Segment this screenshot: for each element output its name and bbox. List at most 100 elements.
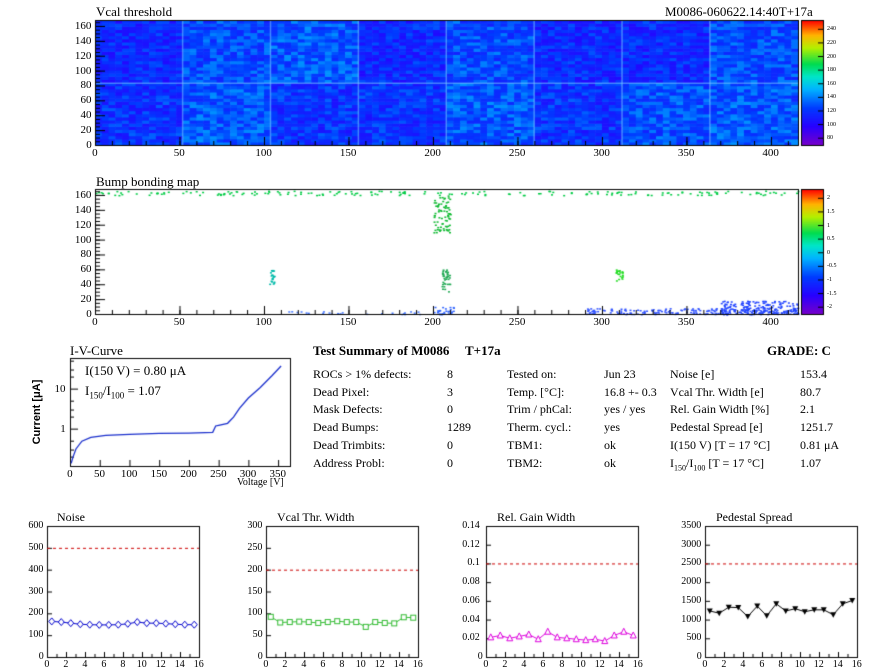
- chart-y-tick: 250: [247, 541, 263, 553]
- map-x-tick: 50: [173, 147, 185, 159]
- summary-label: Trim / phCal:: [507, 402, 572, 417]
- summary-value: 1.07: [800, 455, 821, 470]
- summary-subtitle: T+17a: [465, 343, 501, 358]
- chart-x-tick: 2: [282, 659, 288, 670]
- scale-tick: 2: [827, 195, 830, 202]
- map-x-tick: 200: [424, 147, 441, 159]
- summary-value: 0: [447, 437, 453, 452]
- chart-y-tick: 100: [247, 607, 263, 619]
- iv-x-tick: 50: [94, 468, 105, 480]
- chart-x-tick: 8: [339, 659, 345, 670]
- chart-y-tick: 150: [247, 585, 263, 597]
- map-y-tick: 120: [74, 49, 92, 62]
- map-y-tick: 0: [86, 308, 92, 320]
- chart-y-tick: 0.06: [462, 594, 480, 606]
- map-x-tick: 150: [339, 316, 357, 328]
- chart-y-tick: 200: [28, 607, 44, 619]
- chart-y-tick: 500: [28, 541, 44, 553]
- chart-x-tick: 10: [575, 659, 586, 670]
- summary-value: 1289: [447, 420, 471, 435]
- chart-x-tick: 2: [63, 659, 69, 670]
- chart-y-tick: 2500: [681, 557, 702, 569]
- map-x-tick: 100: [255, 147, 272, 159]
- chart-y-tick: 0: [477, 651, 483, 662]
- iv-y-tick: 1: [60, 423, 66, 436]
- summary-value: 0: [447, 455, 453, 470]
- iv-x-tick: 150: [150, 468, 168, 480]
- map-y-tick: 120: [74, 218, 92, 231]
- chart-x-tick: 16: [193, 659, 204, 670]
- chart-x-tick: 2: [502, 659, 508, 670]
- summary-title: Test Summary of M0086: [313, 343, 450, 358]
- map-y-tick: 80: [80, 248, 92, 261]
- chart-y-tick: 0.08: [462, 576, 480, 588]
- chart-x-tick: 14: [393, 659, 404, 670]
- map-x-tick: 300: [593, 147, 610, 159]
- chart-x-tick: 6: [759, 659, 765, 670]
- chart-y-tick: 0.12: [462, 538, 480, 550]
- module-id-label: M0086-060622.14:40T+17a: [665, 4, 813, 19]
- scale-tick: 120: [827, 107, 836, 114]
- scale-tick: 1.5: [827, 208, 835, 215]
- chart-y-tick: 3000: [681, 538, 702, 550]
- summary-value: ok: [604, 455, 616, 470]
- summary-value: 1251.7: [800, 420, 833, 435]
- summary-label: Address Probl:: [313, 455, 385, 470]
- map-y-tick: 60: [80, 263, 92, 276]
- chart-x-tick: 4: [740, 659, 746, 670]
- chart-x-tick: 6: [540, 659, 546, 670]
- scale-tick: 200: [827, 53, 836, 60]
- chart-y-tick: 3500: [681, 520, 702, 531]
- summary-value: 8: [447, 367, 453, 381]
- chart-y-tick: 300: [28, 585, 44, 597]
- summary-value: ok: [604, 437, 616, 452]
- summary-label: Dead Pixel:: [313, 384, 370, 399]
- chart-y-tick: 500: [686, 632, 702, 644]
- map-y-tick: 140: [74, 34, 92, 47]
- chart-y-tick: 0.02: [462, 632, 480, 644]
- summary-label: Rel. Gain Width [%]: [670, 402, 770, 417]
- map-x-tick: 250: [508, 147, 526, 159]
- chart-x-tick: 0: [702, 659, 708, 670]
- summary-label: I150/I100 [T = 17 °C]: [670, 455, 765, 472]
- map-y-tick: 40: [80, 109, 92, 122]
- map-x-tick: 150: [339, 147, 357, 159]
- map-y-tick: 80: [80, 79, 92, 92]
- scale-tick: 220: [827, 39, 836, 46]
- map-y-tick: 160: [74, 19, 92, 32]
- chart-y-tick: 1500: [681, 594, 702, 606]
- chart-y-tick: 0.04: [462, 613, 480, 625]
- map-y-tick: 40: [80, 278, 92, 291]
- chart-y-tick: 50: [252, 629, 263, 641]
- summary-label: I(150 V) [T = 17 °C]: [670, 437, 771, 452]
- map-x-tick: 0: [92, 147, 98, 159]
- summary-value: 0.81 μA: [800, 437, 840, 452]
- summary-value: 2.1: [800, 402, 815, 417]
- chart-y-tick: 400: [28, 563, 44, 575]
- summary-value: 153.4: [800, 367, 827, 381]
- noise-chart-title: Noise: [57, 510, 85, 524]
- summary-label: ROCs > 1% defects:: [313, 367, 412, 381]
- map-y-tick: 140: [74, 203, 92, 216]
- scale-tick: 0.5: [827, 236, 835, 243]
- map-x-tick: 350: [677, 316, 695, 328]
- summary-value: 16.8 +- 0.3: [604, 384, 657, 399]
- map-x-tick: 50: [173, 316, 185, 328]
- chart-x-tick: 4: [82, 659, 88, 670]
- iv-x-tick: 350: [269, 468, 287, 480]
- summary-label: Temp. [°C]:: [507, 384, 565, 399]
- bump-map-title: Bump bonding map: [96, 174, 200, 189]
- chart-x-tick: 14: [832, 659, 843, 670]
- iv-ylabel: Current [μA]: [31, 379, 43, 445]
- map-x-tick: 300: [593, 316, 610, 328]
- summary-value: Jun 23: [604, 367, 636, 381]
- chart-x-tick: 4: [521, 659, 527, 670]
- chart-x-tick: 2: [721, 659, 727, 670]
- summary-label: Dead Bumps:: [313, 420, 379, 435]
- gain-width-chart-title: Rel. Gain Width: [497, 510, 576, 524]
- chart-x-tick: 10: [794, 659, 805, 670]
- chart-x-tick: 0: [44, 659, 50, 670]
- scale-tick: 1: [827, 222, 830, 229]
- chart-x-tick: 8: [559, 659, 565, 670]
- iv-x-tick: 0: [67, 468, 73, 480]
